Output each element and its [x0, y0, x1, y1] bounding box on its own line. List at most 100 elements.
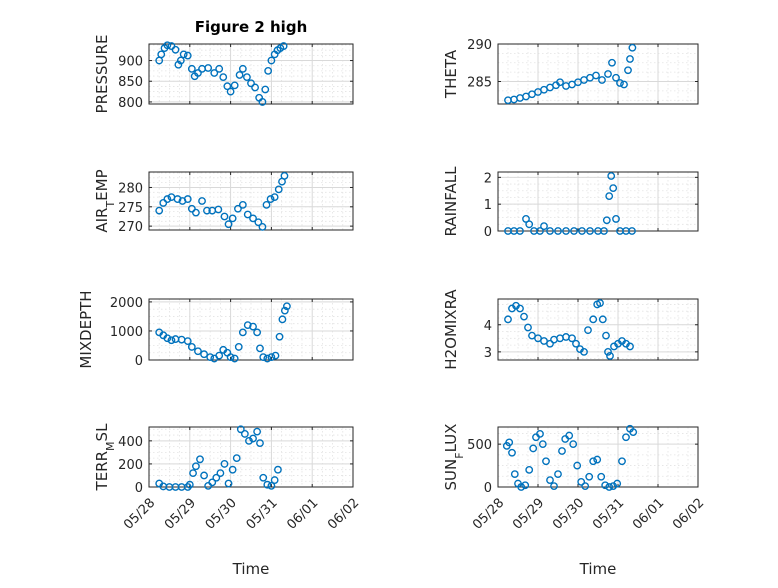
data-point	[187, 343, 196, 351]
data-point	[249, 434, 257, 443]
data-point	[212, 473, 221, 482]
data-point	[249, 322, 257, 331]
x-axis-label: Time	[579, 560, 617, 578]
data-point	[196, 455, 204, 464]
data-point	[266, 195, 275, 203]
data-point	[274, 465, 282, 474]
data-point	[259, 353, 268, 361]
data-point	[253, 328, 262, 337]
data-point	[508, 448, 516, 457]
data-point	[612, 215, 620, 223]
data-point	[546, 339, 554, 348]
data-point	[505, 438, 514, 447]
data-point	[251, 83, 259, 92]
axes-frame	[497, 298, 699, 361]
y-axis-label: SUNFLUX	[442, 424, 466, 491]
axes-frame	[148, 298, 354, 361]
axes-frame	[497, 171, 699, 232]
data-point	[536, 429, 544, 438]
data-point	[604, 347, 612, 356]
data-point	[163, 41, 172, 50]
subplot-7: 0 200 400 05/28 05/29 05/30 05/31 06/01 06/02 TER…	[93, 423, 362, 578]
data-point	[183, 51, 192, 60]
data-point	[179, 50, 188, 59]
y-tick-label: 290	[467, 38, 492, 53]
x-tick-label: 06/02	[325, 496, 362, 533]
x-tick-label: 05/31	[244, 496, 281, 533]
y-tick-label: 400	[118, 435, 143, 450]
data-point	[171, 335, 180, 343]
data-point	[198, 197, 206, 205]
data-point	[243, 73, 251, 82]
data-point	[256, 439, 264, 448]
data-point	[572, 339, 580, 348]
data-point	[592, 71, 600, 80]
data-point	[525, 465, 534, 474]
data-point	[243, 210, 252, 219]
data-point	[554, 470, 562, 479]
data-point	[183, 337, 192, 346]
data-point	[275, 332, 284, 341]
data-point	[629, 428, 638, 437]
data-point	[628, 43, 637, 52]
data-point	[577, 477, 586, 486]
y-tick-label: 280	[118, 181, 143, 196]
data-point	[279, 42, 288, 50]
data-point	[224, 220, 233, 229]
x-tick-label: 05/29	[510, 496, 547, 533]
data-point	[608, 58, 616, 67]
data-point	[200, 471, 208, 480]
data-point	[569, 440, 578, 449]
data-point	[238, 328, 247, 337]
data-point	[247, 79, 255, 88]
data-point	[258, 223, 267, 231]
data-point	[626, 342, 634, 351]
data-point	[622, 433, 630, 442]
data-point	[529, 444, 538, 453]
data-point	[264, 66, 273, 75]
y-tick-label: 275	[118, 201, 143, 216]
x-tick-label: 05/30	[203, 496, 240, 533]
data-point	[220, 212, 229, 221]
data-point	[243, 321, 252, 330]
y-axis-label: TERRMSL	[93, 423, 117, 492]
data-point	[283, 302, 291, 311]
subplot-1: 800 850 900 PRESSURE Figure 2 high	[93, 18, 354, 113]
data-point	[538, 440, 547, 449]
data-point	[236, 425, 245, 434]
data-point	[510, 470, 519, 479]
data-point	[253, 427, 262, 436]
data-point	[210, 69, 219, 77]
data-point	[259, 473, 268, 482]
data-point	[593, 455, 602, 464]
y-tick-label: 0	[135, 481, 143, 496]
data-point	[280, 171, 289, 180]
data-point	[270, 193, 279, 202]
data-point	[601, 481, 610, 490]
data-point	[200, 350, 208, 359]
data-point	[163, 195, 172, 203]
data-point	[626, 55, 634, 63]
data-point	[628, 227, 636, 235]
data-point	[238, 200, 247, 209]
data-point	[558, 447, 566, 455]
data-point	[223, 82, 232, 91]
data-point	[589, 315, 598, 324]
data-point	[524, 323, 532, 332]
x-tick-label: 06/02	[670, 496, 707, 533]
data-point	[185, 480, 194, 489]
data-point	[536, 227, 544, 235]
data-point	[228, 214, 237, 223]
data-point	[263, 354, 272, 363]
y-tick-label: 4	[484, 319, 492, 334]
data-point	[262, 200, 271, 209]
data-point	[267, 353, 276, 361]
y-tick-label: 3	[484, 346, 492, 361]
data-point	[230, 81, 239, 90]
x-tick-label: 05/31	[590, 496, 627, 533]
data-point	[189, 469, 197, 478]
data-point	[163, 334, 172, 343]
y-tick-label: 200	[118, 458, 143, 473]
